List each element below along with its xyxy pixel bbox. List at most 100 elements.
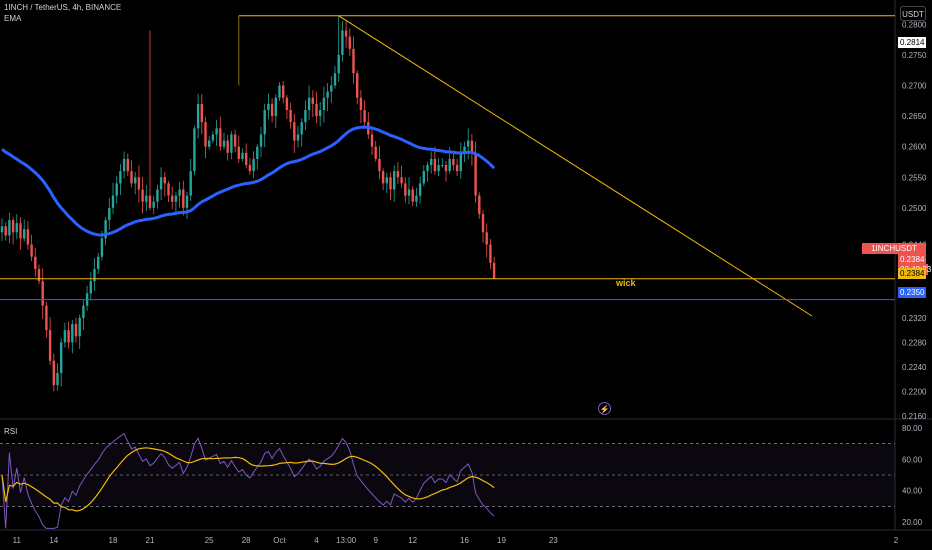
candle-body (159, 177, 163, 190)
price-tick-label: 0.2700 (902, 82, 927, 91)
candle-body (8, 220, 11, 236)
candle-body (407, 189, 411, 196)
candle-body (259, 134, 263, 147)
candle-body (278, 85, 281, 98)
candle-body (267, 103, 270, 110)
time-axis-label: 18 (109, 536, 118, 545)
time-axis-label: 19 (497, 536, 506, 545)
candle-body (485, 232, 488, 245)
price-tick-label: 0.2280 (902, 338, 927, 347)
candle-body (148, 195, 152, 208)
descending-trendline (338, 15, 813, 317)
candle-body (422, 171, 425, 184)
candle-body (71, 324, 74, 343)
candle-body (41, 281, 44, 306)
symbol-tag-badge: 1INCHUSDT (862, 243, 926, 254)
candle-body (26, 229, 30, 245)
price-tick-label: 0.2500 (902, 204, 927, 213)
candle-body (300, 122, 303, 135)
time-axis-label: 16 (460, 536, 469, 545)
candle-body (174, 195, 178, 202)
candle-body (189, 171, 192, 196)
candle-body (400, 177, 403, 184)
candle-body (241, 152, 244, 159)
candle-body (74, 324, 78, 337)
candle-body (430, 158, 433, 166)
price-tick-label: 0.2320 (902, 314, 927, 323)
lightning-icon[interactable]: ⚡ (598, 402, 611, 415)
candle-body (60, 342, 63, 373)
candle-body (11, 220, 15, 233)
wick-annotation: wick (616, 278, 636, 288)
time-axis-label: 9 (373, 536, 378, 545)
candle-body (307, 97, 311, 110)
candle-body (222, 140, 226, 147)
candle-body (330, 85, 333, 92)
candle-body (111, 195, 115, 208)
candle-body (322, 97, 326, 110)
candle-body (341, 30, 344, 55)
candle-body (78, 317, 81, 337)
rsi-tick-label: 40.00 (902, 487, 923, 496)
candle-body (274, 97, 277, 117)
candle-body (115, 183, 118, 196)
candle-body (481, 213, 485, 233)
price-tick-label: 0.2750 (902, 51, 927, 60)
price-tick-label: 0.2550 (902, 173, 927, 182)
candle-body (15, 223, 18, 233)
price-tick-label: 0.2200 (902, 387, 927, 396)
candle-body (104, 220, 107, 239)
candle-body (211, 134, 215, 141)
rsi-ma-line (1, 447, 495, 512)
candle-body (378, 158, 381, 172)
candle-body (30, 244, 33, 257)
candle-body (319, 109, 322, 117)
rsi-tick-label: 60.00 (902, 455, 923, 464)
candle-body (252, 158, 255, 172)
price-tick-label: 0.2800 (902, 20, 927, 29)
candle-body (245, 152, 248, 166)
time-axis-label: 28 (242, 536, 251, 545)
time-axis-label: Oct (273, 536, 286, 545)
candle-body (204, 122, 207, 147)
ema-indicator-label[interactable]: EMA (4, 14, 22, 23)
time-axis-label: 14 (49, 536, 58, 545)
candle-body (248, 165, 252, 172)
candle-body (296, 134, 300, 141)
candle-body (404, 183, 407, 196)
candle-body (455, 165, 459, 172)
candle-body (467, 140, 470, 147)
price-tick-label: 0.2160 (902, 412, 927, 421)
currency-unit-button[interactable]: USDT (900, 6, 926, 21)
candle-body (433, 158, 437, 172)
candle-body (444, 165, 448, 172)
rsi-indicator-label[interactable]: RSI (4, 427, 18, 436)
candle-body (215, 128, 218, 135)
candle-body (344, 30, 348, 37)
time-axis-label: 11 (13, 536, 22, 545)
candle-body (171, 195, 174, 202)
symbol-title: 1INCH / TetherUS, 4h, BINANCE (4, 3, 122, 12)
candle-body (304, 109, 307, 123)
candle-body (270, 103, 274, 117)
candle-body (182, 189, 185, 208)
candle-body (134, 177, 137, 184)
candle-body (426, 165, 429, 172)
candle-body (145, 195, 148, 202)
candle-body (137, 177, 141, 190)
candle-body (492, 262, 496, 279)
candle-body (119, 171, 122, 184)
candle-body (263, 109, 266, 135)
time-axis-label: 2 (894, 536, 899, 545)
candle-body (230, 134, 233, 153)
candle-body (337, 54, 340, 74)
time-axis-label: 13:00 (336, 536, 357, 545)
candle-body (418, 183, 422, 196)
candle-body (333, 73, 337, 86)
candle-body (200, 103, 203, 123)
candle-body (459, 152, 462, 172)
candle-body (396, 171, 400, 178)
last-price-badge: 0.2384 (898, 254, 926, 265)
candle-body (52, 360, 55, 386)
